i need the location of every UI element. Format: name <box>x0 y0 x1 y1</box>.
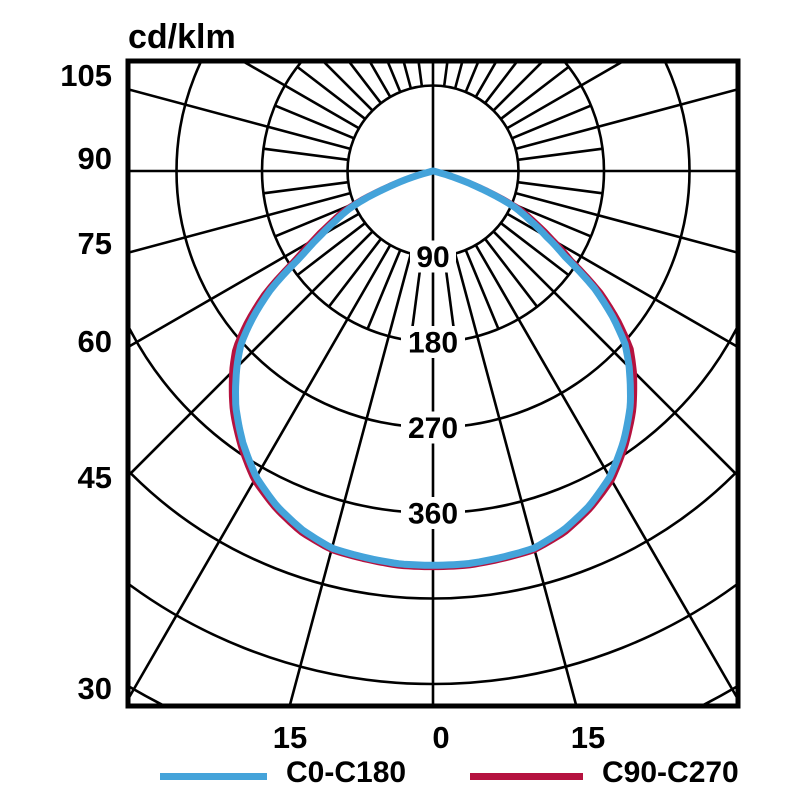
grid-minor-radial-37.5 <box>327 238 382 308</box>
legend-swatch-c90-c270 <box>470 773 583 780</box>
radial-scale-label-90: 90 <box>416 241 449 274</box>
grid-minor-radial-97.5 <box>263 147 349 162</box>
radial-scale-labels: 90 180 270 360 <box>401 240 465 531</box>
grid-radial-45 <box>130 230 374 476</box>
grid-minor-radial-157.5 <box>387 63 402 93</box>
legend-label-c90-c270: C90-C270 <box>602 756 739 789</box>
grid-minor-radial-172.5 <box>417 63 424 87</box>
grid-radial-150 <box>474 63 497 98</box>
chart-unit-title: cd/klm <box>128 18 236 56</box>
grid-radial-15 <box>453 253 578 704</box>
grid-minor-radial-142.5 <box>348 63 382 104</box>
grid-minor-radial-112.5 <box>274 104 355 140</box>
grid-radial-135 <box>492 63 543 112</box>
grid-radial-120 <box>506 63 622 130</box>
grid-minor-radial-142.5 <box>484 63 518 104</box>
grid-minor-radial-157.5 <box>464 63 479 93</box>
legend-label-c0-c180: C0-C180 <box>286 756 406 789</box>
grid-minor-radial-172.5 <box>442 63 449 87</box>
plot-border <box>125 58 741 709</box>
bottom-gamma-label-0: 15 <box>273 720 307 755</box>
gamma-axis-label-60: 60 <box>78 324 112 359</box>
grid-minor-radial-127.5 <box>500 65 570 120</box>
grid-minor-radial-97.5 <box>517 147 603 162</box>
radial-label-mask <box>401 326 465 358</box>
gamma-axis-label-105: 105 <box>60 58 112 93</box>
radial-scale-label-360: 360 <box>408 498 458 531</box>
grid-radial-60 <box>506 212 736 348</box>
radial-scale-label-180: 180 <box>408 327 458 360</box>
legend-swatch-c0-c180 <box>160 773 267 780</box>
radial-label-mask <box>410 240 456 273</box>
grid-radial-105 <box>515 88 736 151</box>
grid-minor-radial-52.5 <box>500 222 570 277</box>
grid-radial-60 <box>130 212 360 348</box>
legend: C0-C180 C90-C270 <box>160 756 739 789</box>
gamma-angle-labels: 105 90 75 60 45 30 15 0 15 <box>60 58 605 755</box>
grid-radial-75 <box>130 191 351 254</box>
grid-radial-15 <box>288 253 413 704</box>
grid-minor-radial-82.5 <box>263 180 349 195</box>
grid-minor-radial-52.5 <box>296 222 366 277</box>
radial-scale-label-270: 270 <box>408 412 458 445</box>
grid-minor-radial-22.5 <box>464 249 500 330</box>
grid-circle-630 <box>130 685 736 704</box>
radial-label-mask <box>401 411 465 444</box>
gamma-axis-label-45: 45 <box>78 460 112 495</box>
bottom-gamma-label-1: 0 <box>432 720 449 755</box>
bottom-gamma-label-2: 15 <box>571 720 605 755</box>
grid-radial-105 <box>130 88 351 151</box>
radial-label-mask <box>401 497 465 529</box>
intensity-curves <box>228 167 638 571</box>
grid-radial-75 <box>515 191 736 254</box>
grid-radial-30 <box>474 244 736 698</box>
gamma-axis-label-30: 30 <box>78 671 112 706</box>
grid-minor-radial-37.5 <box>484 238 539 308</box>
gamma-axis-label-75: 75 <box>78 226 112 261</box>
grid-minor-radial-127.5 <box>296 65 366 120</box>
grid-radial-45 <box>492 230 736 476</box>
grid-minor-radial-67.5 <box>511 202 592 238</box>
grid-minor-radial-82.5 <box>517 180 603 195</box>
gamma-axis-label-90: 90 <box>78 141 112 176</box>
grid-minor-radial-22.5 <box>366 249 402 330</box>
grid-minor-radial-112.5 <box>511 104 592 140</box>
grid-minor-radial-67.5 <box>274 202 355 238</box>
curve-c0-c180 <box>232 167 634 569</box>
grid-radial-30 <box>130 244 392 698</box>
